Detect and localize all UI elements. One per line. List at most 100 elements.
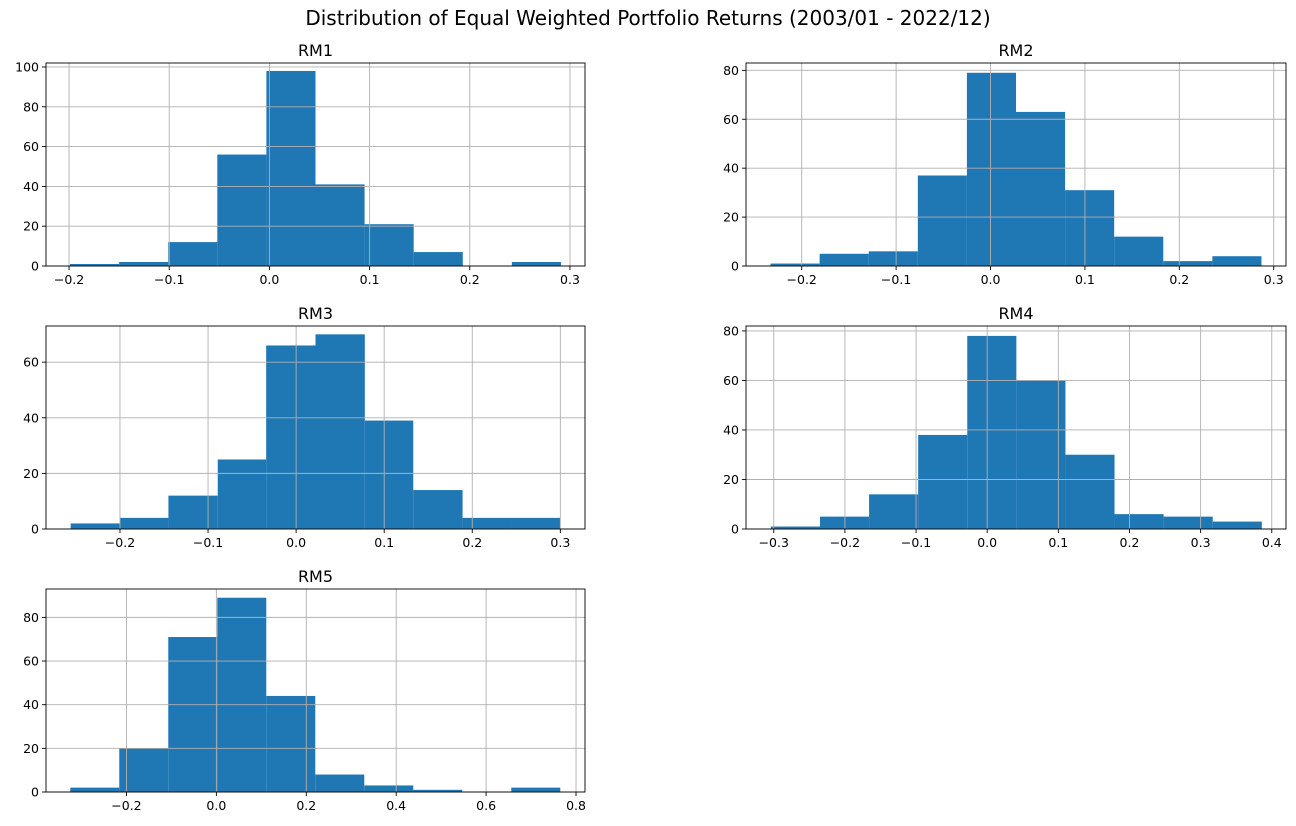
axes-frame [45, 588, 586, 793]
histogram-bar [266, 695, 316, 792]
histogram-bar [918, 434, 968, 529]
histogram-bar [315, 774, 365, 792]
y-tick-label: 80 [23, 610, 39, 625]
y-tick-label: 20 [23, 741, 39, 756]
x-tick-label: 0.8 [566, 798, 586, 813]
y-tick-label: 40 [23, 179, 39, 194]
panel-rm2: −0.2 −0.1 0.0 0.1 0.2 0.3 0 20 40 60 80 RM2 [723, 41, 1287, 287]
histogram-bar [462, 517, 512, 529]
x-tick-label: 0.1 [1075, 272, 1095, 287]
histogram-bar [70, 264, 120, 266]
x-tick-label: 0.0 [286, 535, 306, 550]
histogram-bar [1212, 256, 1262, 266]
x-tick-label: −0.1 [901, 535, 931, 550]
histogram-bar [966, 72, 1016, 266]
panel-rm1: −0.2 −0.1 0.0 0.1 0.2 0.3 0 20 40 60 80 100 RM1 [15, 41, 586, 287]
histogram-bar [511, 262, 561, 266]
panel-title: RM1 [298, 41, 333, 60]
histogram-bar [1114, 236, 1164, 266]
y-tick-label: 60 [723, 112, 739, 127]
x-tick-label: 0.4 [386, 798, 406, 813]
x-tick-label: 0.2 [1169, 272, 1189, 287]
histogram-bar [1114, 514, 1164, 529]
y-tick-label: 40 [723, 422, 739, 437]
x-tick-label: 0.0 [981, 272, 1001, 287]
histogram-bar [119, 748, 169, 792]
x-tick-label: 0.1 [360, 272, 380, 287]
x-tick-label: −0.2 [111, 798, 141, 813]
histogram-bar [364, 224, 414, 266]
histogram-bar [413, 789, 463, 792]
figure-suptitle: Distribution of Equal Weighted Portfolio… [305, 6, 990, 30]
histogram-bar [1163, 261, 1213, 266]
panel-title: RM3 [298, 304, 333, 323]
y-tick-label: 80 [23, 99, 39, 114]
x-tick-label: −0.2 [105, 535, 135, 550]
histogram-bar [868, 251, 918, 266]
histogram-bar [1016, 380, 1066, 529]
x-tick-label: 0.2 [462, 535, 482, 550]
histogram-bar [770, 263, 820, 266]
histogram-bar [266, 70, 316, 266]
x-tick-label: −0.2 [54, 272, 84, 287]
x-tick-label: 0.3 [1264, 272, 1284, 287]
x-tick-label: 0.0 [206, 798, 226, 813]
y-tick-label: 40 [23, 697, 39, 712]
histogram-bar [168, 242, 218, 266]
axes-frame [45, 62, 586, 267]
histogram-bar [217, 597, 267, 792]
histogram-bar [364, 785, 414, 792]
y-tick-label: 100 [15, 59, 39, 74]
x-tick-label: 0.0 [977, 535, 997, 550]
y-tick-label: 0 [731, 259, 739, 274]
y-tick-label: 20 [723, 210, 739, 225]
x-tick-label: −0.1 [881, 272, 911, 287]
y-tick-label: 80 [723, 323, 739, 338]
x-tick-label: 0.1 [1048, 535, 1068, 550]
panel-title: RM2 [998, 41, 1033, 60]
histogram-bar [70, 523, 120, 529]
y-tick-label: 20 [23, 466, 39, 481]
histogram-bar [770, 526, 820, 529]
x-tick-label: 0.3 [560, 272, 580, 287]
histogram-bar [1163, 516, 1213, 529]
histogram-bar [217, 154, 267, 266]
axes-frame [745, 62, 1287, 267]
x-tick-label: 0.0 [259, 272, 279, 287]
y-tick-label: 60 [23, 355, 39, 370]
histogram-bar [315, 184, 365, 266]
histogram-bar [413, 490, 463, 529]
histogram-bar [1065, 190, 1115, 266]
histogram-bar [511, 517, 561, 529]
panel-rm5: −0.2 0.0 0.2 0.4 0.6 0.8 0 20 40 60 80 RM5 [23, 567, 586, 813]
histogram-bar [217, 459, 267, 529]
y-tick-label: 20 [723, 472, 739, 487]
x-tick-label: 0.6 [476, 798, 496, 813]
histogram-bar [413, 252, 463, 266]
x-tick-label: −0.1 [154, 272, 184, 287]
histogram-bar [266, 345, 316, 529]
x-tick-label: 0.4 [1262, 535, 1282, 550]
histogram-bar [364, 420, 414, 529]
histogram-bar [1065, 454, 1115, 529]
y-tick-label: 60 [23, 654, 39, 669]
histogram-bar [168, 495, 218, 529]
axes-frame [745, 325, 1287, 530]
histogram-bar [511, 787, 561, 792]
x-tick-label: 0.2 [296, 798, 316, 813]
y-tick-label: 0 [31, 522, 39, 537]
histogram-bar [119, 262, 169, 266]
histogram-bar [1212, 521, 1262, 529]
x-tick-label: 0.3 [550, 535, 570, 550]
y-tick-label: 40 [723, 161, 739, 176]
x-tick-label: 0.3 [1191, 535, 1211, 550]
x-tick-label: 0.1 [374, 535, 394, 550]
x-tick-label: −0.3 [759, 535, 789, 550]
x-tick-label: −0.1 [193, 535, 223, 550]
histogram-bar [1016, 111, 1066, 266]
x-tick-label: −0.2 [830, 535, 860, 550]
y-tick-label: 80 [723, 63, 739, 78]
histogram-bar [967, 335, 1017, 529]
histogram-bar [70, 787, 120, 792]
